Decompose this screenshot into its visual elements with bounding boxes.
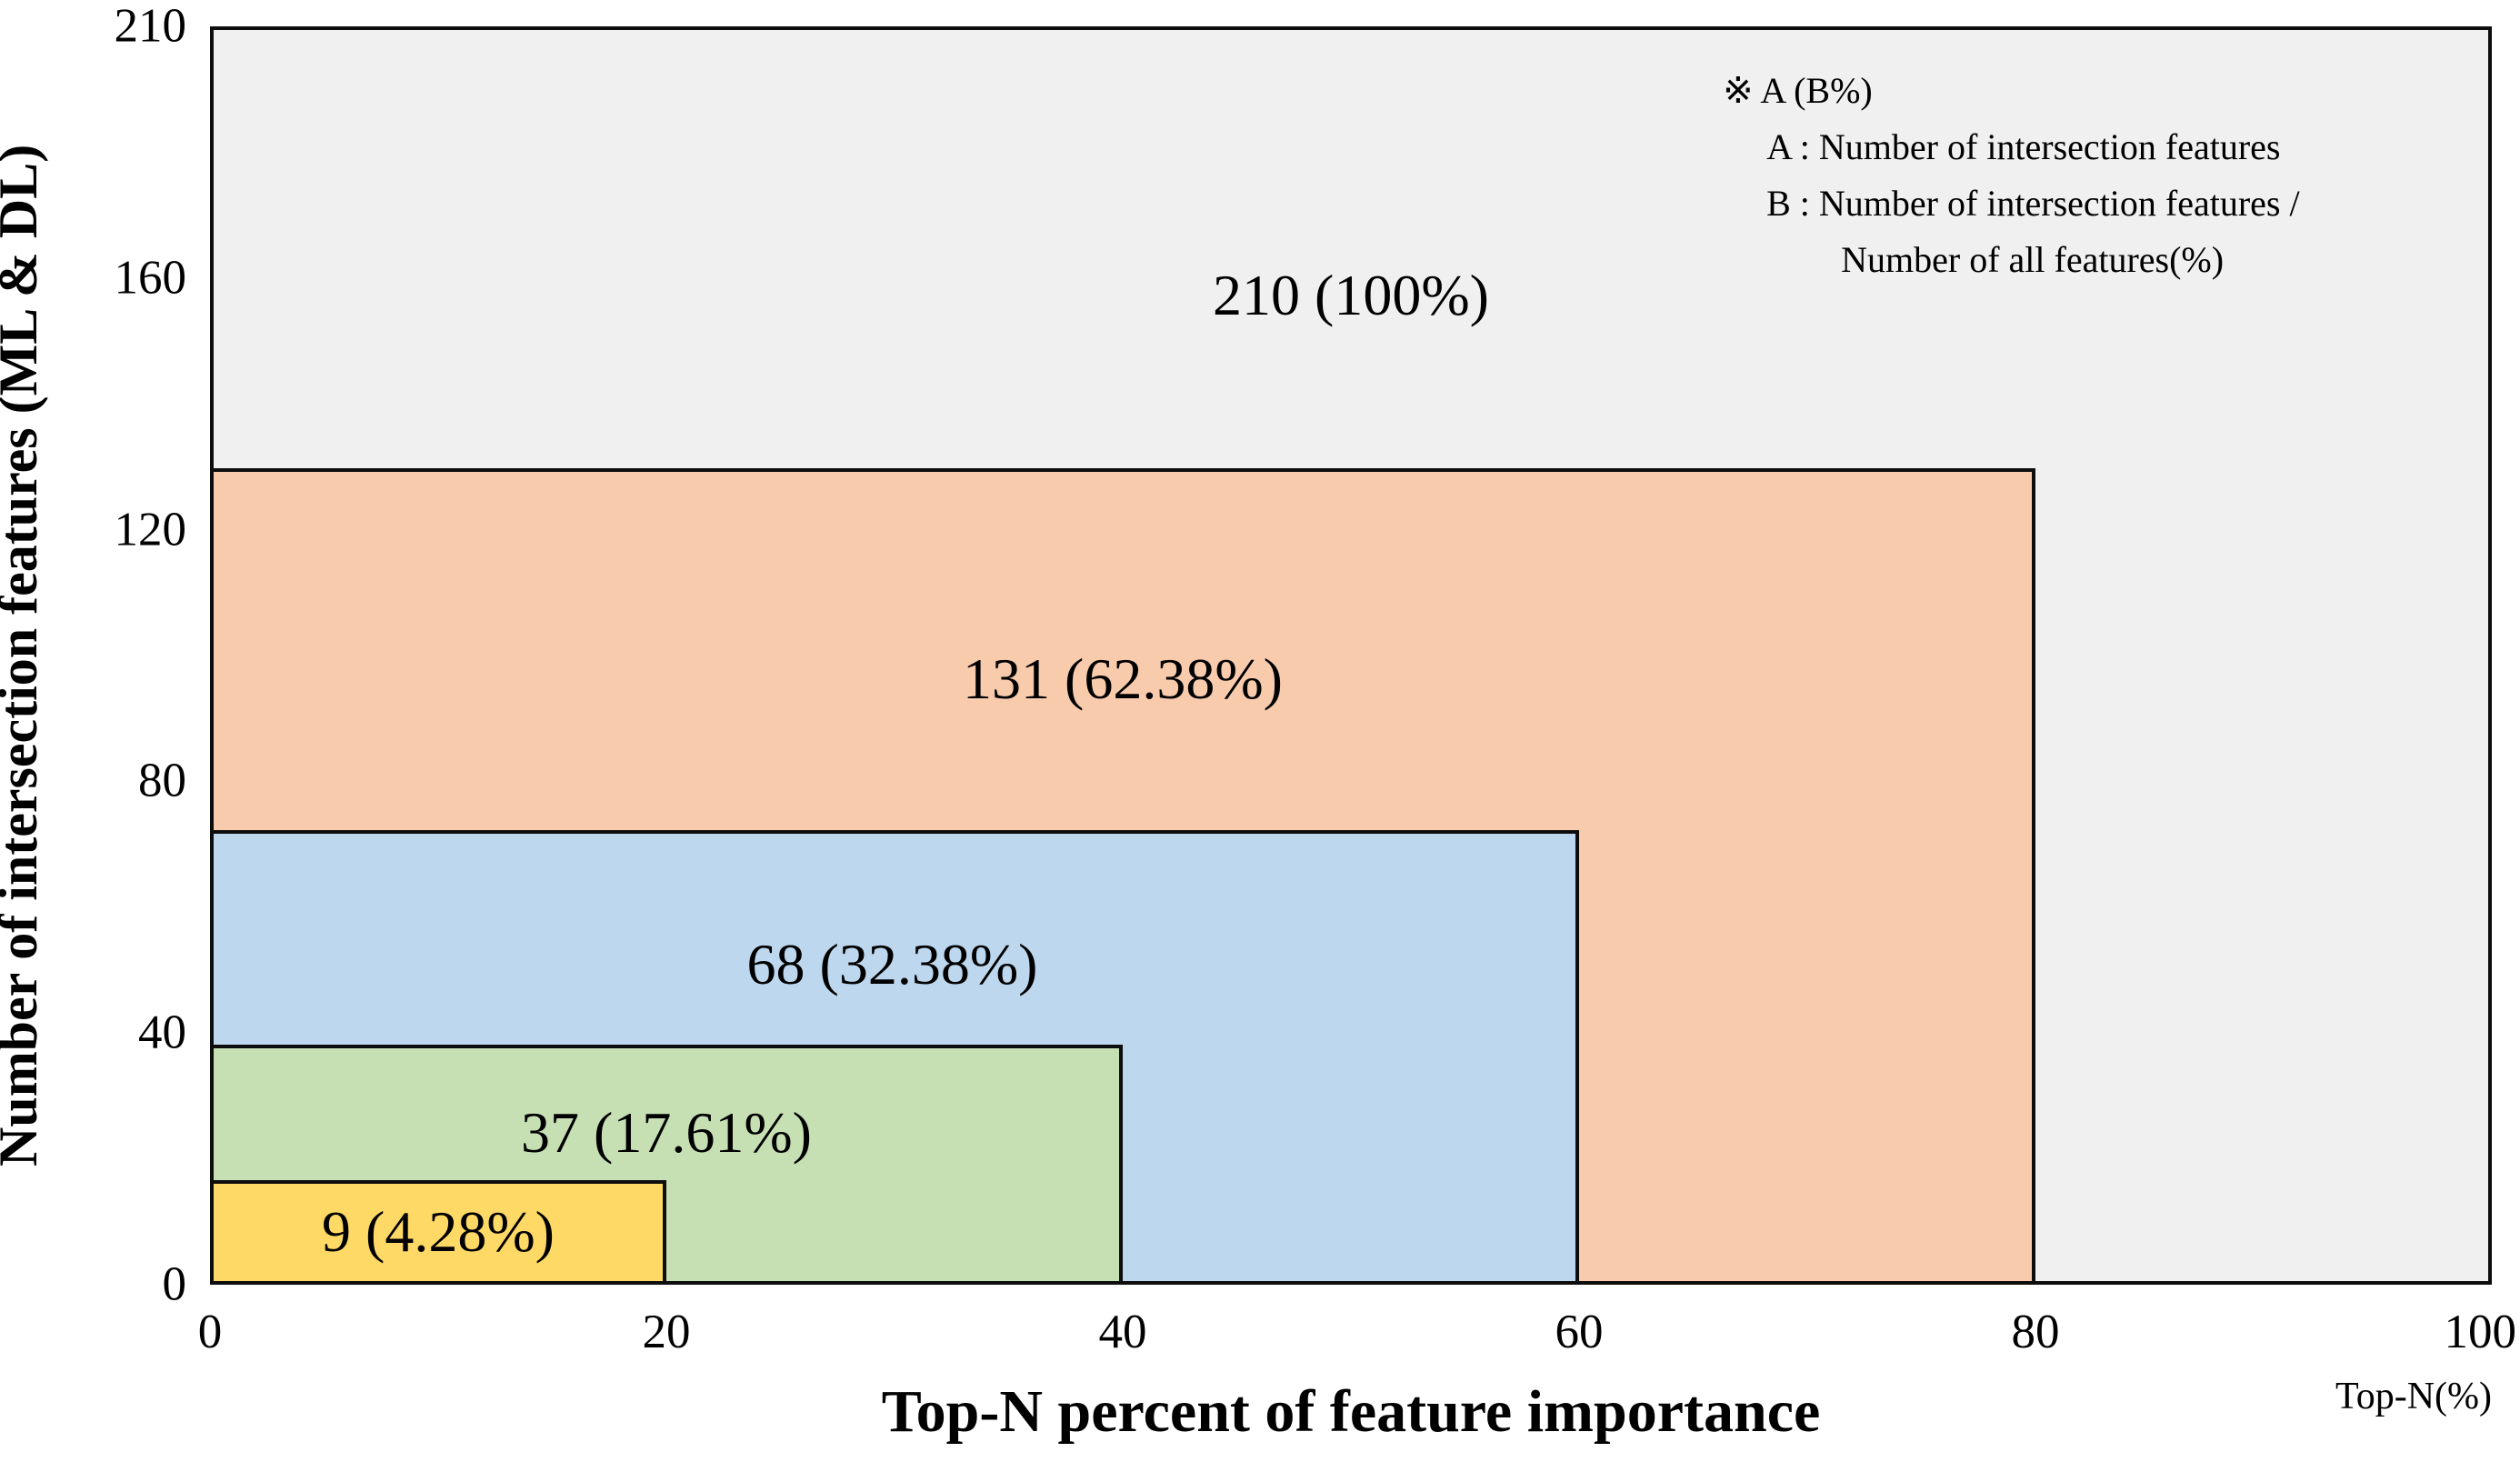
x-tick-label-80: 80: [2011, 1306, 2060, 1358]
x-tick-label-60: 60: [1555, 1306, 1604, 1358]
y-tick-label-160: 160: [114, 251, 187, 305]
y-tick-label-0: 0: [162, 1257, 187, 1311]
rect-label-all-features: 210 (100%): [1213, 263, 1489, 328]
rect-label-top40: 37 (17.61%): [521, 1099, 812, 1165]
x-tick-label-40: 40: [1098, 1306, 1147, 1358]
rect-label-top60: 68 (32.38%): [746, 932, 1038, 997]
y-axis-title: Number of intersection features (ML & DL…: [0, 144, 48, 1167]
annotation-line-key: ※ A (B%): [1723, 70, 1873, 112]
x-tick-label-0: 0: [197, 1306, 223, 1358]
annotation-legend: ※ A (B%) A : Number of intersection feat…: [1723, 63, 2299, 288]
rect-label-top20: 9 (4.28%): [322, 1198, 555, 1264]
y-tick-label-40: 40: [138, 1006, 186, 1059]
plot-area: 210 (100%) 131 (62.38%) 68 (32.38%) 37 (17.…: [115, 2, 2517, 1357]
rect-top20: [210, 1180, 666, 1285]
y-tick-label-120: 120: [114, 503, 187, 556]
rect-label-top80: 131 (62.38%): [963, 646, 1283, 712]
x-axis-title: Top-N percent of feature importance: [881, 1378, 1821, 1445]
y-tick-label-210: 210: [114, 0, 187, 53]
x-axis-unit-label: Top-N(%): [2335, 1376, 2492, 1417]
annotation-line-b2: Number of all features(%): [1841, 239, 2225, 281]
annotation-line-b: B : Number of intersection features /: [1766, 183, 2300, 225]
annotation-line-a: A : Number of intersection features: [1766, 126, 2281, 168]
x-tick-label-20: 20: [642, 1306, 691, 1358]
y-tick-label-80: 80: [138, 754, 186, 807]
x-tick-label-100: 100: [2444, 1306, 2517, 1358]
